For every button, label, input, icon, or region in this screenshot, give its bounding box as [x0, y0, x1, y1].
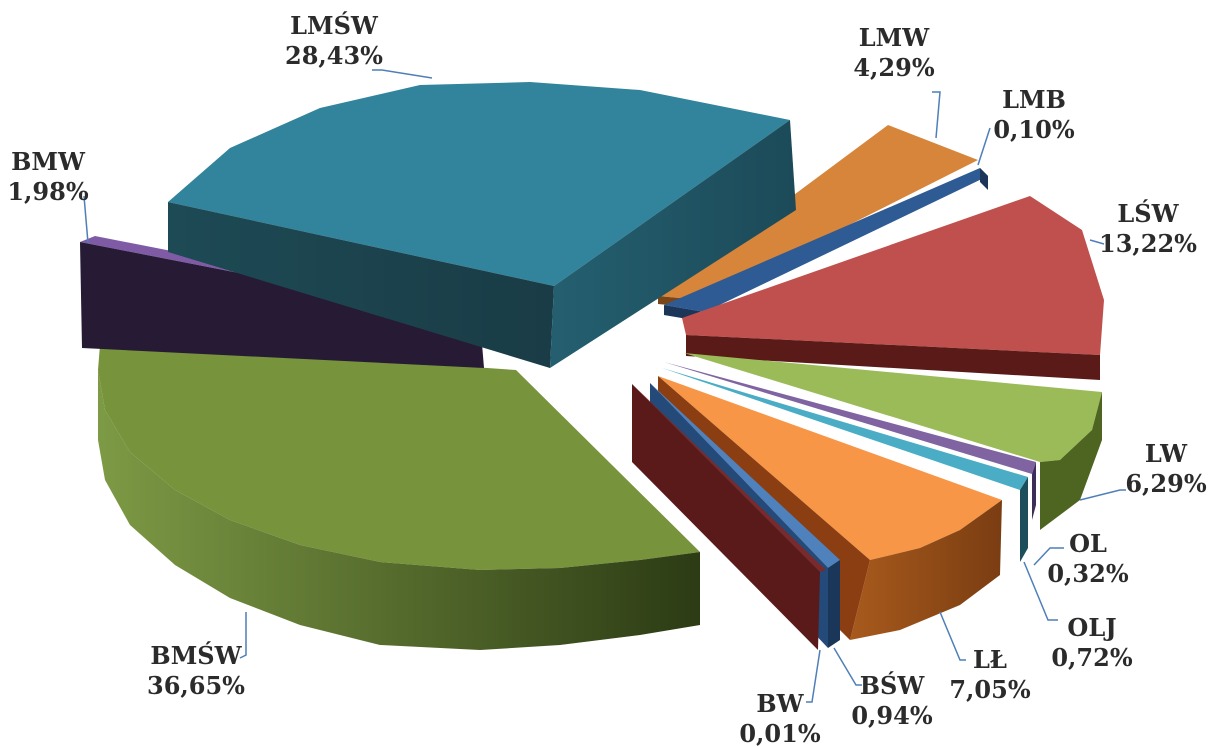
slice-label: BW [756, 689, 804, 718]
slice-label: LMW [859, 23, 930, 52]
slice-value-label: 13,22% [1099, 229, 1197, 258]
slice-bmśw [98, 312, 700, 650]
slice-label: LMB [1002, 85, 1066, 114]
slice-label: LŚW [1117, 199, 1179, 228]
leader-line [806, 649, 821, 703]
slice-value-label: 0,10% [993, 115, 1074, 144]
slice-label: BMŚW [150, 641, 242, 670]
slice-value-label: 7,05% [949, 675, 1030, 704]
slice-value-label: 36,65% [147, 671, 245, 700]
slice-ol [664, 362, 1036, 520]
slice-value-label: 1,98% [7, 177, 88, 206]
leader-line [1023, 561, 1058, 621]
slice-value-label: 28,43% [285, 41, 383, 70]
leader-line [372, 69, 433, 79]
slice-label: LŁ [973, 645, 1007, 674]
slice-lśw [682, 196, 1104, 380]
slice-label: LMŚW [290, 11, 379, 40]
slice-label: OL [1069, 529, 1107, 558]
leader-line [939, 611, 966, 661]
leader-line [833, 647, 862, 686]
leader-line [239, 612, 247, 659]
leader-line [1033, 547, 1064, 566]
slice-lw [684, 353, 1102, 530]
slice-value-label: 0,94% [851, 701, 932, 730]
slice-value-label: 0,72% [1051, 643, 1132, 672]
leader-line [1079, 489, 1126, 501]
slice-label: OLJ [1067, 613, 1116, 642]
leader-line [977, 127, 991, 166]
slice-label: BMW [11, 147, 86, 176]
leader-line [1089, 239, 1105, 245]
slice-label: BŚW [860, 671, 926, 700]
slice-value-label: 0,32% [1047, 559, 1128, 588]
slice-lmśw [168, 82, 796, 368]
leader-line [83, 195, 89, 244]
slice-bw [632, 384, 826, 650]
slice-value-label: 6,29% [1125, 469, 1206, 498]
slice-label: LW [1145, 439, 1188, 468]
slice-value-label: 4,29% [853, 53, 934, 82]
leader-line [932, 91, 941, 139]
slice-olj [662, 368, 1028, 562]
slice-value-label: 0,01% [739, 719, 820, 747]
